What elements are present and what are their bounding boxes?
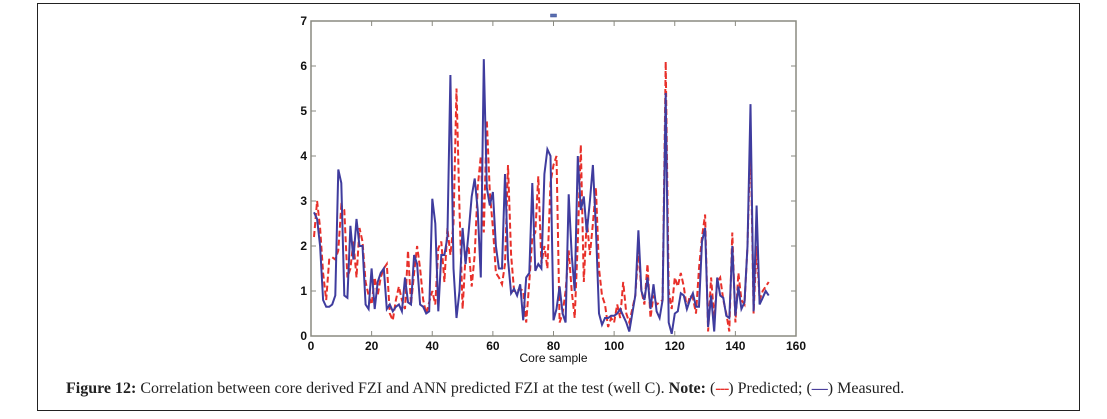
caption-text: Correlation between core derived FZI and… [136,380,669,397]
x-tick-label: 0 [308,339,315,353]
y-tick-label: 1 [300,284,307,298]
x-tick-label: 120 [665,339,685,353]
caption-label: Figure 12: [66,380,137,397]
y-tick-label: 4 [300,149,307,163]
y-tick-label: 2 [300,239,307,253]
x-tick-label: 140 [725,339,745,353]
legend-measured-symbol: — [811,380,828,397]
y-tick-label: 0 [300,329,307,343]
y-tick-labels: 0 1 2 3 4 5 6 7 [300,14,307,343]
axis-ticks [310,20,797,337]
figure-frame [37,3,1080,411]
x-tick-label: 160 [786,339,806,353]
note-label: Note: [668,380,706,397]
y-tick-label: 5 [300,104,307,118]
figure-caption: Figure 12: Correlation between core deri… [66,380,904,398]
x-axis-label: Core sample [519,351,587,365]
x-tick-label: 40 [426,339,440,353]
x-tick-label: 20 [365,339,379,353]
x-tick-labels: 0 20 40 60 80 100 120 140 160 [308,339,807,353]
y-tick-label: 3 [300,194,307,208]
x-tick-label: 60 [486,339,500,353]
note-measured: ) Measured. [827,380,905,397]
note-open: ( [705,380,716,397]
legend-predicted-symbol: --- [715,380,729,397]
x-tick-label: 80 [547,339,561,353]
x-tick-label: 100 [604,339,624,353]
note-predicted: ) Predicted; ( [728,380,812,397]
y-tick-label: 6 [300,59,307,73]
fzi-line-chart: 0 20 40 60 80 100 120 140 160 0 1 2 3 4 5 6 7 Core samp… [300,13,807,365]
top-marker [550,13,557,18]
y-tick-label: 7 [300,14,307,28]
series-measured-line [313,59,770,335]
